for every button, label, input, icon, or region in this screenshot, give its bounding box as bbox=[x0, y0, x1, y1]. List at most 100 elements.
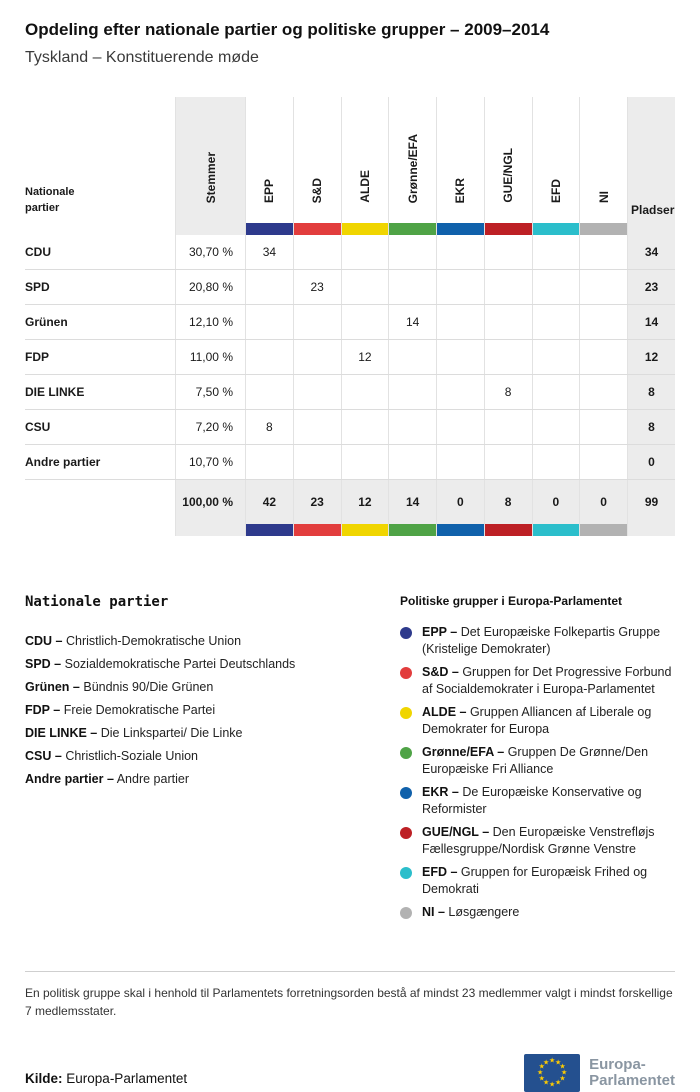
pladser-value-cell: 14 bbox=[627, 305, 675, 339]
legend-abbr: SPD – bbox=[25, 657, 62, 671]
group-value-cell bbox=[436, 445, 484, 479]
group-value-cell bbox=[531, 305, 580, 339]
efd-strip-cell bbox=[531, 524, 580, 536]
group-value-cell bbox=[531, 235, 580, 269]
table-row: SPD 20,80 % 23 23 bbox=[25, 270, 675, 305]
group-value-cell bbox=[579, 410, 627, 444]
ni-color-dot bbox=[400, 907, 412, 919]
star-icon: ★ bbox=[548, 1057, 556, 1065]
stemmer-value-cell: 10,70 % bbox=[175, 445, 245, 479]
legend-desc: Andre partier bbox=[116, 772, 189, 786]
group-value-cell bbox=[436, 340, 484, 374]
group-value-cell bbox=[579, 235, 627, 269]
party-name-cell: Andre partier bbox=[25, 455, 101, 469]
ni-strip-cell bbox=[579, 524, 627, 536]
group-value-cell bbox=[531, 375, 580, 409]
corner-cell: Nationale partier bbox=[25, 97, 175, 235]
legend-item: S&D – Gruppen for Det Progressive Forbun… bbox=[400, 664, 675, 698]
alde-label-area: ALDE bbox=[342, 97, 389, 223]
national-parties-column-label: Nationale partier bbox=[25, 186, 75, 215]
strip-spacer bbox=[25, 524, 175, 536]
alde-color-dot bbox=[400, 707, 412, 719]
group-value-cell bbox=[340, 305, 389, 339]
legend-abbr: Grønne/EFA – bbox=[422, 745, 505, 759]
epp-color-dot bbox=[400, 627, 412, 639]
ekr-column-label: EKR bbox=[453, 177, 468, 203]
efd-color-bar bbox=[532, 524, 580, 536]
legend-desc: Gruppen for Europæisk Frihed og Demokrat… bbox=[422, 865, 648, 896]
sd-label-area: S&D bbox=[294, 97, 341, 223]
table-row: Grünen 12,10 % 14 14 bbox=[25, 305, 675, 340]
ekr-color-bar bbox=[437, 524, 484, 536]
stemmer-column-label: Stemmer bbox=[203, 151, 218, 203]
group-value-cell bbox=[340, 235, 389, 269]
sd-color-bar bbox=[293, 524, 341, 536]
group-value-cell bbox=[579, 340, 627, 374]
legend-item: EPP – Det Europæiske Folkepartis Gruppe … bbox=[400, 624, 675, 658]
group-value-cell bbox=[388, 445, 436, 479]
legend-abbr: ALDE – bbox=[422, 705, 467, 719]
group-value-cell bbox=[579, 445, 627, 479]
greens-header-cell: Grønne/EFA bbox=[388, 97, 436, 235]
star-icon: ★ bbox=[542, 1059, 550, 1067]
efd-label-area: EFD bbox=[533, 97, 580, 223]
legend-text: S&D – Gruppen for Det Progressive Forbun… bbox=[422, 664, 675, 698]
party-name-cell: Grünen bbox=[25, 315, 68, 329]
bottom-color-strip bbox=[25, 524, 675, 536]
ni-color-bar bbox=[580, 223, 627, 235]
group-value-cell bbox=[436, 270, 484, 304]
table-row: FDP 11,00 % 12 12 bbox=[25, 340, 675, 375]
total-group-cell: 42 bbox=[245, 480, 293, 524]
national-parties-legend: Nationale partier CDU – Christlich-Demok… bbox=[25, 594, 400, 927]
legend-abbr: DIE LINKE – bbox=[25, 726, 98, 740]
group-value-cell bbox=[531, 410, 580, 444]
ni-column-label: NI bbox=[596, 191, 611, 203]
epp-strip-cell bbox=[245, 524, 293, 536]
european-parliament-logo: ★ ★ ★ ★ ★ ★ ★ ★ ★ ★ ★ ★ Europa- Parlamentet bbox=[524, 1054, 675, 1092]
pladser-value-cell: 23 bbox=[627, 270, 675, 304]
total-group-cell: 23 bbox=[292, 480, 341, 524]
legend-desc: Den Europæiske Venstrefløjs Fællesgruppe… bbox=[422, 825, 655, 856]
legend-item: EKR – De Europæiske Konservative og Refo… bbox=[400, 784, 675, 818]
ekr-label-area: EKR bbox=[437, 97, 484, 223]
sd-column-label: S&D bbox=[310, 177, 325, 203]
greens-column-label: Grønne/EFA bbox=[405, 133, 420, 203]
epp-column-label: EPP bbox=[262, 178, 277, 203]
group-value-cell: 34 bbox=[245, 235, 293, 269]
group-value-cell bbox=[436, 305, 484, 339]
group-value-cell bbox=[388, 235, 436, 269]
legend-item: NI – Løsgængere bbox=[400, 904, 675, 921]
ekr-strip-cell bbox=[436, 524, 484, 536]
legend-abbr: EPP – bbox=[422, 625, 458, 639]
group-value-cell bbox=[245, 445, 293, 479]
legend-desc: De Europæiske Konservative og Reformiste… bbox=[422, 785, 642, 816]
group-value-cell bbox=[579, 305, 627, 339]
total-group-cell: 0 bbox=[579, 480, 627, 524]
stemmer-value-cell: 7,50 % bbox=[175, 375, 245, 409]
legend-desc: Freie Demokratische Partei bbox=[63, 703, 216, 717]
page-subtitle: Tyskland – Konstituerende møde bbox=[25, 49, 259, 66]
legend-text: EKR – De Europæiske Konservative og Refo… bbox=[422, 784, 675, 818]
logo-line-1: Europa- bbox=[589, 1055, 646, 1073]
group-value-cell bbox=[531, 270, 580, 304]
source-value: Europa-Parlamentet bbox=[66, 1071, 188, 1086]
sd-color-dot bbox=[400, 667, 412, 679]
group-value-cell bbox=[340, 445, 389, 479]
star-icon: ★ bbox=[554, 1079, 562, 1087]
legend-desc: Sozialdemokratische Partei Deutschlands bbox=[64, 657, 296, 671]
legend-item: FDP – Freie Demokratische Partei bbox=[25, 703, 400, 717]
ni-color-bar bbox=[580, 524, 627, 536]
sd-color-bar bbox=[293, 223, 341, 235]
group-value-cell bbox=[483, 410, 532, 444]
group-value-cell bbox=[579, 270, 627, 304]
strip-pladser-cell bbox=[627, 524, 675, 536]
alde-color-bar bbox=[341, 524, 389, 536]
legend-desc: Gruppen De Grønne/Den Europæiske Fri All… bbox=[422, 745, 649, 776]
sd-header-cell: S&D bbox=[292, 97, 341, 235]
group-value-cell bbox=[483, 445, 532, 479]
stemmer-value-cell: 12,10 % bbox=[175, 305, 245, 339]
legend-abbr: CSU – bbox=[25, 749, 62, 763]
source-label: Kilde: bbox=[25, 1071, 63, 1086]
alde-column-label: ALDE bbox=[357, 170, 372, 203]
